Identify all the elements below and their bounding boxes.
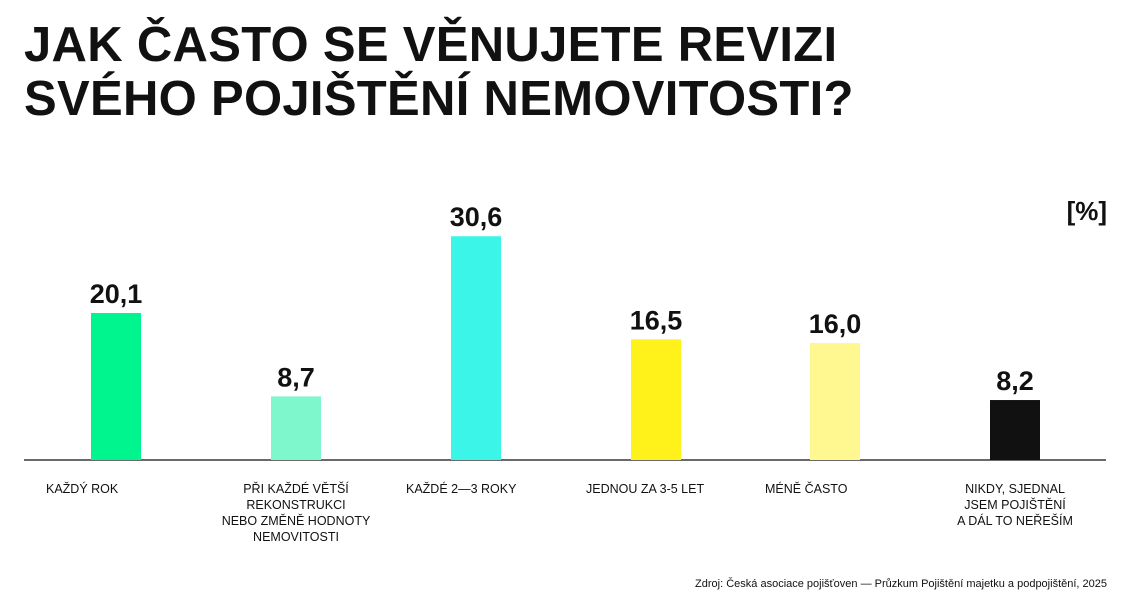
category-label-2-line-1: PŘI KAŽDÉ VĚTŠÍ REKONSTRUKCI — [243, 482, 349, 512]
chart-title-line-2: SVÉHO POJIŠTĚNÍ NEMOVITOSTI? — [24, 72, 854, 126]
category-label-4-line-1: JEDNOU ZA 3-5 LET — [586, 482, 705, 496]
bar-value-label-3: 30,6 — [450, 202, 503, 232]
source-note: Zdroj: Česká asociace pojišťoven — Průzk… — [695, 578, 1107, 590]
bar-6 — [990, 400, 1040, 460]
category-label-6-line-3: A DÁL TO NEŘEŠÍM — [957, 514, 1073, 528]
category-label-6-line-1: NIKDY, SJEDNAL — [965, 482, 1065, 496]
category-label-2-line-3: NEMOVITOSTI — [253, 530, 339, 544]
chart-title: JAK ČASTO SE VĚNUJETE REVIZI SVÉHO POJIŠ… — [24, 18, 854, 126]
category-label-6-line-2: JSEM POJIŠTĚNÍ — [964, 498, 1066, 512]
bar-1 — [91, 313, 141, 460]
bar-5 — [810, 343, 860, 460]
category-label-3-line-1: KAŽDÉ 2—3 ROKY — [406, 482, 517, 496]
category-label-5-line-1: MÉNĚ ČASTO — [765, 482, 848, 496]
category-label-1-line-1: KAŽDÝ ROK — [46, 482, 119, 496]
category-label-2-line-2: NEBO ZMĚNĚ HODNOTY — [221, 514, 371, 528]
bar-3 — [451, 236, 501, 460]
chart-title-line-1: JAK ČASTO SE VĚNUJETE REVIZI — [24, 18, 838, 72]
category-label-1: KAŽDÝ ROK — [46, 481, 226, 497]
unit-label: [%] — [1066, 196, 1107, 226]
category-label-5: MÉNĚ ČASTO — [765, 481, 945, 497]
bar-value-label-2: 8,7 — [277, 362, 315, 392]
category-label-3: KAŽDÉ 2—3 ROKY — [406, 481, 586, 497]
category-label-4: JEDNOU ZA 3-5 LET — [586, 481, 766, 497]
category-label-6: NIKDY, SJEDNAL JSEM POJIŠTĚNÍ A DÁL TO NEŘ… — [920, 481, 1110, 529]
category-label-2: PŘI KAŽDÉ VĚTŠÍ REKONSTRUKCI NEBO ZMĚNĚ H… — [201, 481, 391, 545]
bar-value-label-1: 20,1 — [90, 279, 143, 309]
bar-2 — [271, 396, 321, 460]
bar-value-label-4: 16,5 — [630, 305, 683, 335]
bar-4 — [631, 339, 681, 460]
bar-value-label-6: 8,2 — [996, 366, 1034, 396]
bar-value-label-5: 16,0 — [809, 309, 862, 339]
